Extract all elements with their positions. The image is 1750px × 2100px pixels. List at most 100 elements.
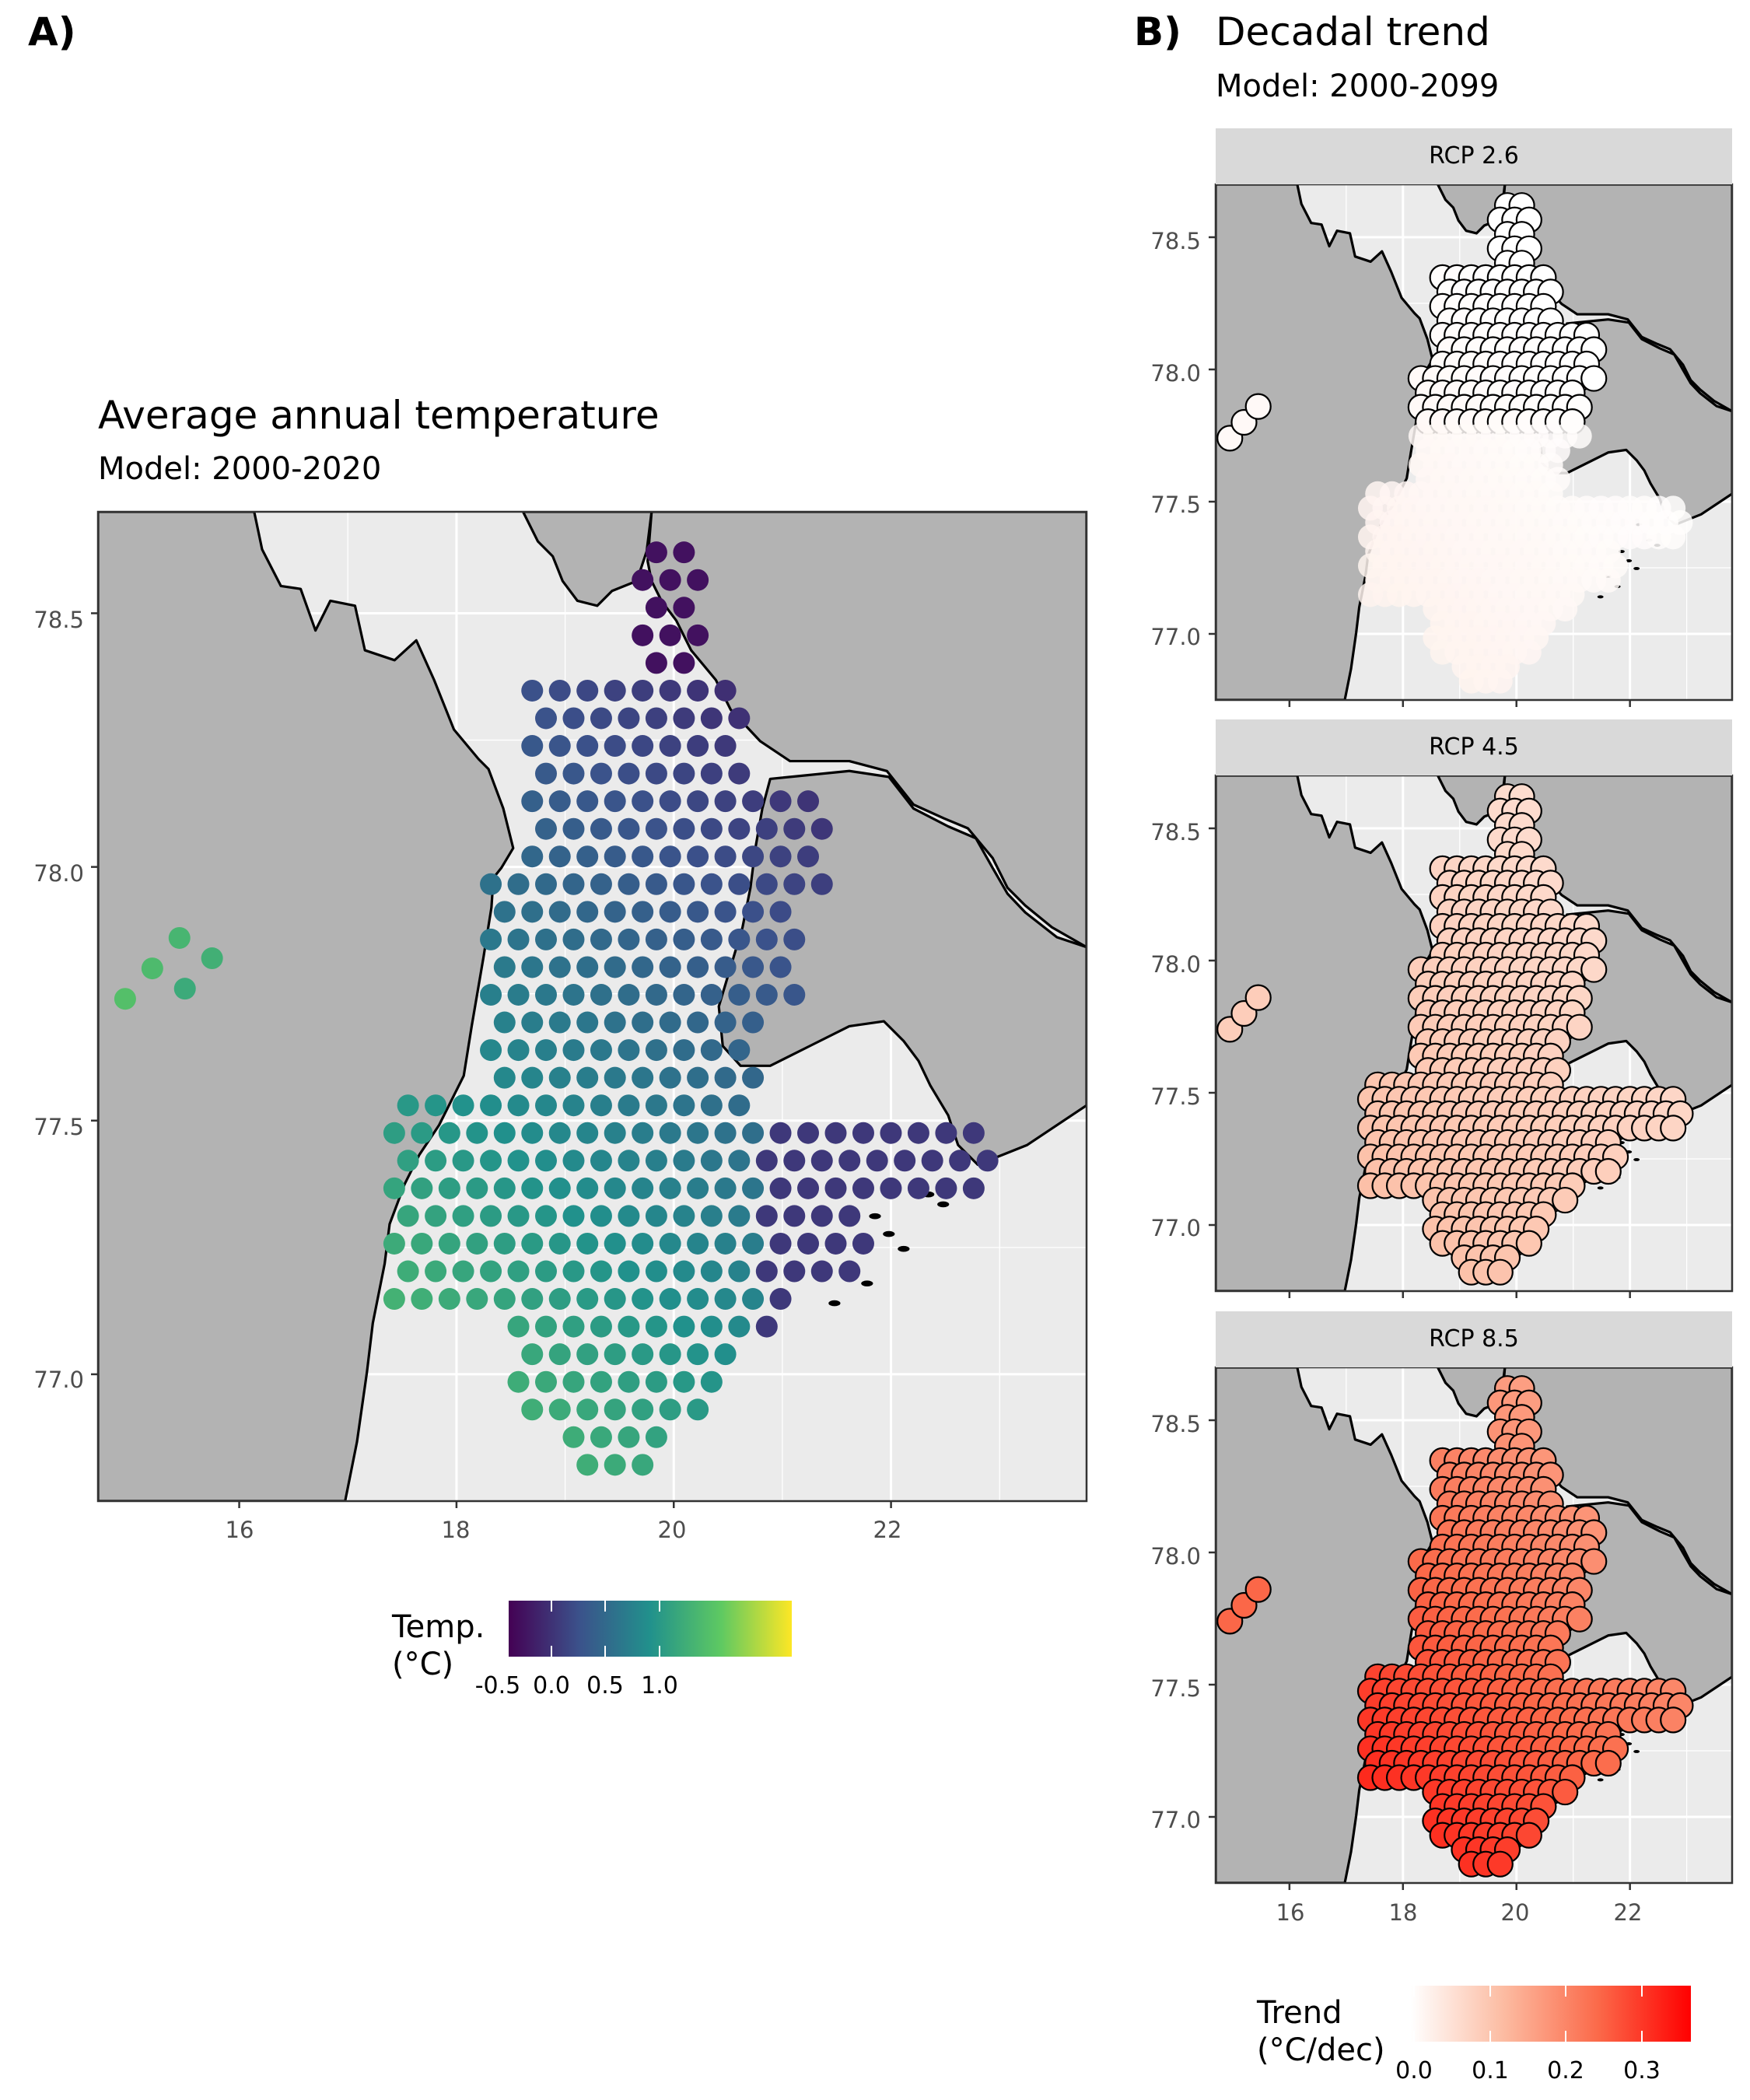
temperature-point — [548, 1398, 571, 1421]
legend-b-tick-3: 0.3 — [1623, 2057, 1661, 2084]
temperature-point — [562, 1094, 585, 1117]
panel-b-label: B) — [1134, 9, 1181, 54]
temperature-point — [507, 1315, 530, 1338]
legend-a-colorbar — [509, 1601, 792, 1657]
temperature-point — [507, 1260, 530, 1283]
trend-point — [1515, 1822, 1542, 1849]
temperature-point — [783, 1150, 806, 1172]
temperature-point — [714, 956, 737, 978]
map-clip-group — [1216, 184, 1732, 700]
temperature-point — [452, 1205, 474, 1227]
temperature-point — [687, 845, 709, 868]
temperature-point — [604, 679, 626, 702]
trend-point — [1552, 1778, 1579, 1806]
temperature-point — [700, 1039, 723, 1062]
temperature-point — [673, 1039, 695, 1062]
temperature-point — [783, 1260, 806, 1283]
temperature-point — [783, 817, 806, 840]
temperature-point — [397, 1260, 419, 1283]
temperature-point — [728, 1039, 751, 1062]
temperature-point — [604, 1011, 626, 1034]
temperature-point — [438, 1122, 460, 1144]
points-layer — [114, 541, 999, 1476]
temperature-point — [769, 845, 792, 868]
temperature-point — [480, 928, 502, 950]
temperature-point — [141, 957, 163, 980]
temperature-point — [894, 1150, 916, 1172]
legend-a-tick-2: 0.5 — [586, 1672, 624, 1699]
temperature-point — [742, 845, 765, 868]
temperature-point — [742, 1177, 765, 1199]
legends — [497, 1601, 1691, 2042]
temperature-point — [742, 1122, 765, 1144]
temperature-point — [645, 1426, 667, 1448]
temperature-point — [576, 1122, 599, 1144]
temperature-point — [521, 1232, 544, 1255]
temperature-point — [728, 1315, 751, 1338]
temperature-point — [632, 1011, 654, 1034]
temperature-point — [604, 956, 626, 978]
temperature-point — [438, 1288, 460, 1311]
temperature-point — [935, 1177, 957, 1199]
trend-point — [1244, 984, 1272, 1011]
temperature-point — [632, 1122, 654, 1144]
temperature-point — [659, 679, 681, 702]
temperature-point — [507, 928, 530, 950]
temperature-point — [755, 1205, 778, 1227]
temperature-point — [714, 845, 737, 868]
temperature-point — [673, 928, 695, 950]
temperature-point — [769, 1177, 792, 1199]
temperature-point — [673, 1315, 695, 1338]
temperature-point — [659, 1398, 681, 1421]
temperature-point — [673, 1260, 695, 1283]
temperature-point — [576, 1398, 599, 1421]
temperature-point — [797, 1122, 820, 1144]
trend-point — [1552, 1186, 1579, 1214]
temperature-point — [548, 1011, 571, 1034]
trend-point — [1552, 597, 1578, 622]
temperature-point — [590, 1094, 612, 1117]
temperature-point — [521, 1343, 544, 1366]
temperature-point — [604, 790, 626, 813]
temperature-point — [618, 983, 640, 1006]
b-x-tick-18: 18 — [1388, 1899, 1418, 1926]
temperature-point — [783, 873, 806, 895]
temperature-point — [590, 817, 612, 840]
map-border — [96, 510, 1088, 1503]
temperature-point — [687, 1011, 709, 1034]
temperature-point — [452, 1150, 474, 1172]
temperature-point — [438, 1177, 460, 1199]
temperature-point — [632, 956, 654, 978]
panel-b-subtitle: Model: 2000-2099 — [1216, 68, 1500, 104]
temperature-point — [645, 707, 667, 730]
temperature-point — [673, 1150, 695, 1172]
temperature-point — [659, 624, 681, 646]
temperature-point — [810, 817, 833, 840]
temperature-point — [548, 956, 571, 978]
temperature-point — [383, 1288, 405, 1311]
a-x-tick-20: 20 — [657, 1517, 687, 1543]
legend-b-tick-2: 0.2 — [1547, 2057, 1584, 2084]
panel-a-label: A) — [28, 9, 76, 54]
temperature-point — [535, 707, 558, 730]
temperature-point — [480, 1260, 502, 1283]
temperature-point — [797, 1232, 820, 1255]
land-layer — [98, 512, 1087, 1501]
temperature-point — [576, 956, 599, 978]
temperature-point — [645, 1094, 667, 1117]
temperature-point — [645, 983, 667, 1006]
temperature-point — [604, 1066, 626, 1089]
temperature-point — [493, 1122, 516, 1144]
temperature-point — [507, 1205, 530, 1227]
temperature-point — [576, 1177, 599, 1199]
temperature-point — [976, 1150, 999, 1172]
b-x-tick-22: 22 — [1613, 1899, 1643, 1926]
b-x-tick-20: 20 — [1500, 1899, 1530, 1926]
temperature-point — [783, 928, 806, 950]
temperature-point — [659, 1122, 681, 1144]
legend-b-title: Trend (°C/dec) — [1257, 1995, 1385, 2068]
temperature-point — [687, 956, 709, 978]
temperature-point — [645, 762, 667, 785]
temperature-point — [755, 1315, 778, 1338]
